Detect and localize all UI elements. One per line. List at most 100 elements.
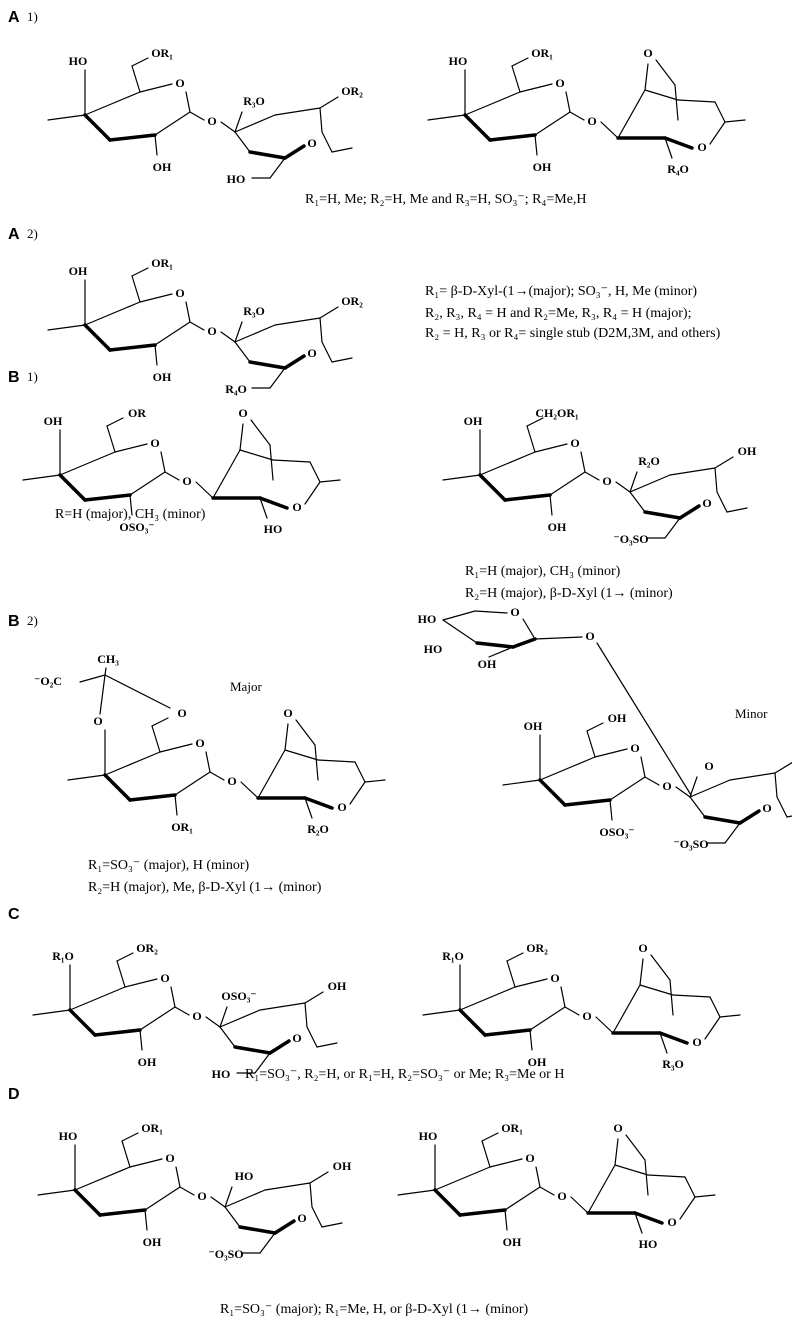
bond <box>210 1196 226 1208</box>
bond <box>659 1032 668 1054</box>
atom-label: OR₂ <box>341 294 363 308</box>
atom-label: O <box>337 800 346 814</box>
bond <box>240 781 259 799</box>
atom-label: CH₂OR₁ <box>535 406 579 420</box>
atom-label: HO <box>449 54 468 68</box>
bond <box>617 89 646 139</box>
bond <box>67 774 106 781</box>
bond <box>47 324 86 331</box>
bond <box>144 1186 181 1211</box>
bond <box>220 331 236 343</box>
atom-label: R₂O <box>307 822 329 836</box>
bond <box>488 133 537 142</box>
bond <box>69 986 126 1011</box>
atom-label: ⁻O₃SO <box>613 532 648 546</box>
bond <box>609 799 613 821</box>
bond <box>319 479 341 483</box>
bond <box>104 751 161 776</box>
bond <box>234 321 243 343</box>
caption: R₁=H (major), CH₃ (minor) <box>465 564 621 579</box>
atom-label: R₃O <box>243 94 265 108</box>
bond <box>174 771 211 796</box>
bond <box>108 343 157 352</box>
panel-number: 2) <box>27 613 38 628</box>
bond <box>625 1134 646 1161</box>
bond <box>724 822 741 844</box>
atom-label: OH <box>464 414 483 428</box>
bond <box>269 444 274 481</box>
bond <box>238 1225 277 1235</box>
bond <box>427 114 466 121</box>
bond <box>614 1138 619 1166</box>
bond <box>175 1166 181 1188</box>
bond <box>99 674 106 715</box>
bond <box>669 467 716 476</box>
bond <box>114 443 148 453</box>
bond <box>655 59 676 86</box>
bond <box>185 301 191 323</box>
bond <box>776 796 788 818</box>
caption: R₁=SO₃⁻ (major), H (minor) <box>88 858 249 873</box>
atom-label: CH₃ <box>97 652 119 666</box>
bond <box>47 114 86 121</box>
atom-label: OR₁ <box>141 1121 163 1135</box>
bond <box>59 451 116 476</box>
bond <box>703 815 742 825</box>
note: Major <box>230 679 262 694</box>
bond <box>259 1232 276 1254</box>
bond <box>159 743 193 753</box>
bond <box>274 107 321 116</box>
bond <box>121 1140 131 1168</box>
bond <box>74 1166 131 1191</box>
bond <box>538 778 567 807</box>
bond <box>569 111 585 121</box>
atom-label: O <box>207 324 216 338</box>
bond <box>786 815 792 818</box>
atom-label: OSO₃⁻ <box>599 825 634 839</box>
bond <box>314 744 319 781</box>
bond <box>316 1042 338 1048</box>
atom-label: O <box>207 114 216 128</box>
bond <box>442 610 476 621</box>
atom-label: O <box>667 1215 676 1229</box>
bond <box>258 496 289 510</box>
structure: HO OR₁ O OH O R₃O O OR₂ HO <box>47 46 363 186</box>
atom-label: HO <box>424 642 443 656</box>
bond <box>304 481 321 505</box>
bond <box>151 725 161 753</box>
bond <box>479 451 536 476</box>
atom-label: O <box>150 436 159 450</box>
atom-label: HO <box>639 1237 658 1251</box>
bond <box>729 772 776 781</box>
bond <box>205 1016 221 1028</box>
panel-label: C <box>8 906 20 923</box>
bond <box>170 986 176 1008</box>
atom-label: O <box>525 1151 534 1165</box>
bond <box>586 730 596 758</box>
bond <box>257 749 286 799</box>
structure: OH OR₁ O OH O R₃O O OR₂ R₄O <box>47 256 363 396</box>
bond <box>139 83 173 93</box>
bond <box>283 354 306 370</box>
bond <box>319 306 339 319</box>
bond <box>239 423 244 451</box>
bond <box>511 57 529 67</box>
atom-label: O <box>510 605 519 619</box>
panel-number: 1) <box>27 369 38 384</box>
atom-label: HO <box>227 172 246 186</box>
bond <box>349 781 366 805</box>
atom-label: O <box>307 346 316 360</box>
bond <box>534 636 583 640</box>
bond <box>609 776 646 801</box>
bond <box>539 756 596 781</box>
bond <box>714 101 726 123</box>
bond <box>709 121 726 145</box>
atom-label: HO <box>418 612 437 626</box>
structure: R₁O OR₂ O OH O O O R₃O <box>422 941 741 1071</box>
caption: R₂=H (major), Me, β-D-Xyl (1→ (minor) <box>88 880 322 895</box>
bond <box>174 1006 190 1016</box>
bond <box>481 1132 499 1142</box>
bond <box>129 1158 163 1168</box>
bond <box>273 1219 296 1235</box>
